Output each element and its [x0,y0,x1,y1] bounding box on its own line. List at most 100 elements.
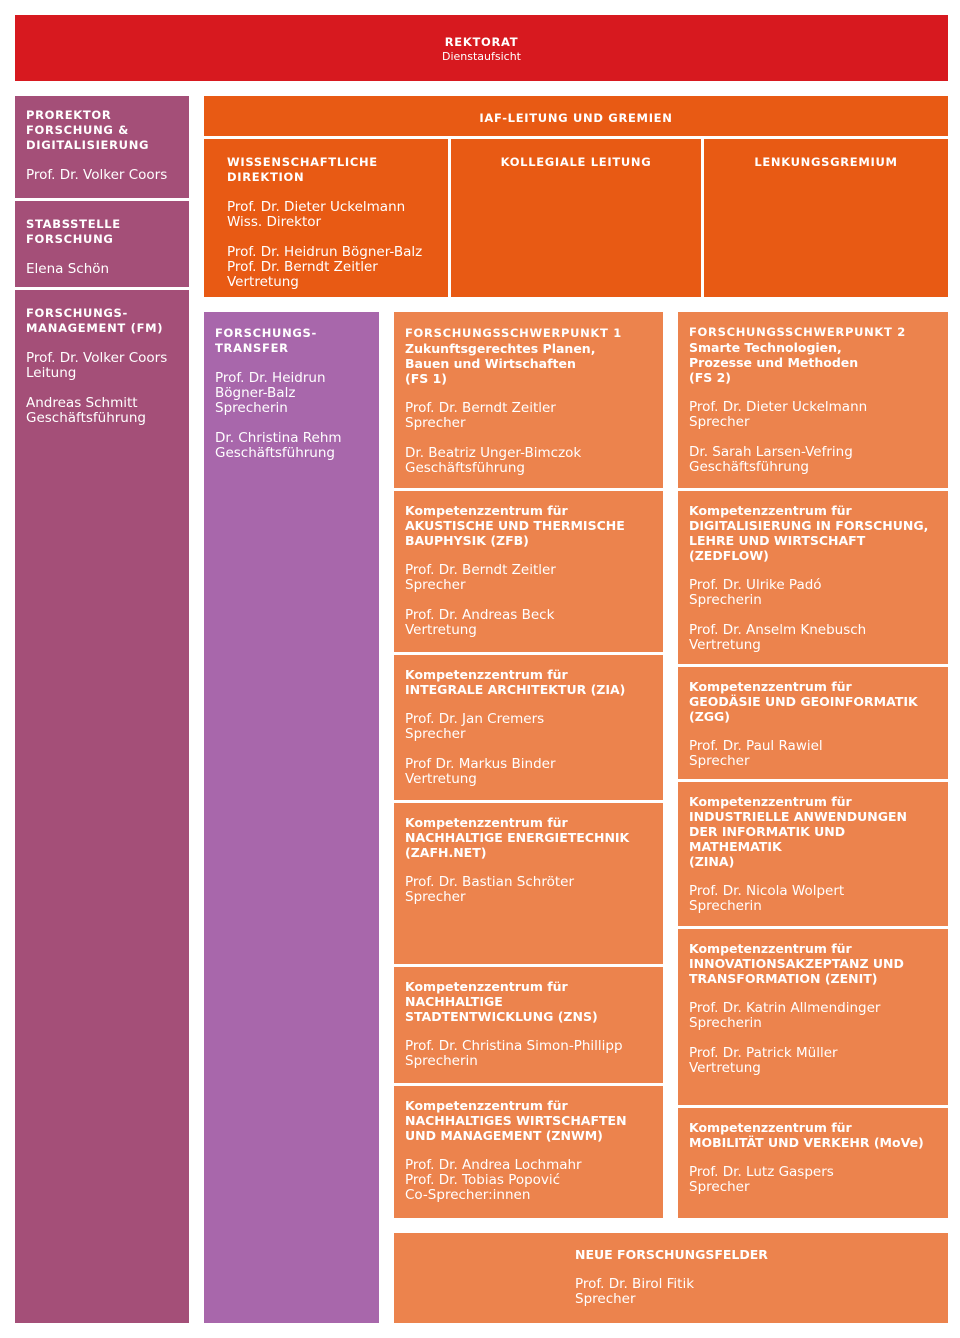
fs1-label: FORSCHUNGSSCHWERPUNKT 1 [405,326,622,340]
center-name: INTEGRALE ARCHITEKTUR (ZIA) [405,682,626,697]
center-role: Sprecherin [689,1015,762,1031]
center-box-zia: Kompetenzzentrum für INTEGRALE ARCHITEKT… [394,655,663,800]
center-prefix: Kompetenzzentrum für [689,1120,852,1135]
wd-person-1: Prof. Dr. Dieter Uckelmann [227,199,406,215]
wissenschaftliche-direktion-box: WISSENSCHAFTLICHE DIREKTION Prof. Dr. Di… [204,139,448,297]
fs1-role-1: Sprecher [405,415,466,431]
center-prefix: Kompetenzzentrum für [405,815,568,830]
center-prefix: Kompetenzzentrum für [405,979,568,994]
fs2-label: FORSCHUNGSSCHWERPUNKT 2 [689,325,906,339]
fm-person-1: Prof. Dr. Volker Coors [26,350,168,366]
center-person: Prof. Dr. Nicola Wolpert [689,883,845,899]
center-name: NACHHALTIGE ENERGIETECHNIK (ZAFH.NET) [405,830,630,860]
center-name: AKUSTISCHE UND THERMISCHE BAUPHYSIK (ZFB… [405,518,625,548]
prorektor-title: PROREKTOR FORSCHUNG & DIGITALISIERUNG [26,108,150,152]
fm-role-2: Geschäftsführung [26,410,146,426]
fs1-person-1: Prof. Dr. Berndt Zeitler [405,400,556,416]
neue-title: NEUE FORSCHUNGSFELDER [575,1247,768,1262]
center-role: Vertretung [405,771,477,787]
fs2-person-1: Prof. Dr. Dieter Uckelmann [689,399,868,415]
wd-role-2: Vertretung [227,274,299,290]
rektorat-title: REKTORAT [444,35,519,49]
center-prefix: Kompetenzzentrum für [405,667,568,682]
fs2-person-2: Dr. Sarah Larsen-Vefring [689,444,853,460]
center-role: Vertretung [405,622,477,638]
center-name: INDUSTRIELLE ANWENDUNGEN DER INFORMATIK … [689,809,907,869]
center-role: Sprecher [689,1179,750,1195]
center-person: Prof. Dr. Andrea Lochmahr Prof. Dr. Tobi… [405,1157,582,1188]
center-person: Prof. Dr. Ulrike Padó [689,577,822,593]
center-name: NACHHALTIGES WIRTSCHAFTEN UND MANAGEMENT… [405,1113,627,1143]
center-prefix: Kompetenzzentrum für [689,794,852,809]
fm-role-1: Leitung [26,365,77,381]
center-person: Prof. Dr. Katrin Allmendinger [689,1000,881,1016]
transfer-role-2: Geschäftsführung [215,445,335,461]
stabsstelle-person: Elena Schön [26,261,110,277]
center-role: Sprecher [405,889,466,905]
center-role: Vertretung [689,637,761,653]
center-role: Sprecher [405,726,466,742]
transfer-person-2: Dr. Christina Rehm [215,430,342,446]
center-name: DIGITALISIERUNG IN FORSCHUNG, LEHRE UND … [689,518,929,563]
lenkungsgremium-title: LENKUNGSGREMIUM [754,155,898,169]
center-box-zina: Kompetenzzentrum für INDUSTRIELLE ANWEND… [678,782,948,926]
fs2-role-2: Geschäftsführung [689,459,809,475]
center-box-zenit: Kompetenzzentrum für INNOVATIONSAKZEPTAN… [678,929,948,1105]
center-person: Prof. Dr. Patrick Müller [689,1045,838,1061]
prorektor-box: PROREKTOR FORSCHUNG & DIGITALISIERUNG Pr… [15,96,189,198]
transfer-role-1: Sprecherin [215,400,288,416]
wd-person-2: Prof. Dr. Heidrun Bögner-Balz [227,244,423,260]
center-prefix: Kompetenzzentrum für [405,503,568,518]
center-person: Prof. Dr. Bastian Schröter [405,874,575,890]
center-person: Prof. Dr. Paul Rawiel [689,738,823,754]
fs1-person-2: Dr. Beatriz Unger-Bimczok [405,445,582,461]
center-role: Sprecher [405,577,466,593]
fm-title: FORSCHUNGS- MANAGEMENT (FM) [26,306,164,335]
center-prefix: Kompetenzzentrum für [689,679,852,694]
wd-title: WISSENSCHAFTLICHE DIREKTION [227,155,378,184]
kollegiale-leitung-title: KOLLEGIALE LEITUNG [500,155,652,169]
center-prefix: Kompetenzzentrum für [689,941,852,956]
center-role: Co-Sprecher:innen [405,1187,531,1203]
center-name: NACHHALTIGE STADTENTWICKLUNG (ZNS) [405,994,598,1024]
center-box-zfb: Kompetenzzentrum für AKUSTISCHE UND THER… [394,491,663,652]
forschungsmanagement-box: FORSCHUNGS- MANAGEMENT (FM) Prof. Dr. Vo… [15,290,189,1323]
rektorat-subtitle: Dienstaufsicht [441,50,521,63]
center-person: Prof. Dr. Anselm Knebusch [689,622,867,638]
lenkungsgremium-box: LENKUNGSGREMIUM [704,139,948,297]
center-person: Prof. Dr. Berndt Zeitler [405,562,556,578]
iaf-header: IAF-LEITUNG UND GREMIEN [204,96,948,136]
iaf-header-title: IAF-LEITUNG UND GREMIEN [479,111,673,125]
kollegiale-leitung-box: KOLLEGIALE LEITUNG [451,139,701,297]
center-role: Sprecher [689,753,750,769]
neue-role: Sprecher [575,1291,636,1307]
center-person: Prof. Dr. Lutz Gaspers [689,1164,834,1180]
rektorat-box: REKTORAT Dienstaufsicht [15,15,948,81]
neue-person: Prof. Dr. Birol Fitik [575,1276,695,1292]
fs2-name: Smarte Technologien, Prozesse und Method… [689,340,859,385]
stabsstelle-title: STABSSTELLE FORSCHUNG [26,217,121,246]
transfer-title: FORSCHUNGS- TRANSFER [215,326,317,355]
center-prefix: Kompetenzzentrum für [689,503,852,518]
wd-person-3: Prof. Dr. Berndt Zeitler [227,259,378,275]
center-box-move: Kompetenzzentrum für MOBILITÄT UND VERKE… [678,1108,948,1218]
fs2-role-1: Sprecher [689,414,750,430]
stabsstelle-box: STABSSTELLE FORSCHUNG Elena Schön [15,201,189,287]
center-box-znwm: Kompetenzzentrum für NACHHALTIGES WIRTSC… [394,1086,663,1218]
center-box-zgg: Kompetenzzentrum für GEODÄSIE UND GEOINF… [678,667,948,779]
fs1-name: Zukunftsgerechtes Planen, Bauen und Wirt… [405,341,596,386]
center-role: Sprecherin [689,592,762,608]
center-name: MOBILITÄT UND VERKEHR (MoVe) [689,1135,924,1150]
center-role: Sprecherin [689,898,762,914]
transfer-person-1: Prof. Dr. Heidrun Bögner-Balz [215,370,326,401]
fs1-role-2: Geschäftsführung [405,460,525,476]
fm-person-2: Andreas Schmitt [26,395,138,411]
center-role: Sprecherin [405,1053,478,1069]
forschungstransfer-box: FORSCHUNGS- TRANSFER Prof. Dr. Heidrun B… [204,312,379,1323]
center-person: Prof. Dr. Jan Cremers [405,711,545,727]
wd-role-1: Wiss. Direktor [227,214,322,230]
center-person: Prof. Dr. Christina Simon-Phillipp [405,1038,623,1054]
center-prefix: Kompetenzzentrum für [405,1098,568,1113]
center-role: Vertretung [689,1060,761,1076]
center-name: INNOVATIONSAKZEPTANZ UND TRANSFORMATION … [689,956,904,986]
